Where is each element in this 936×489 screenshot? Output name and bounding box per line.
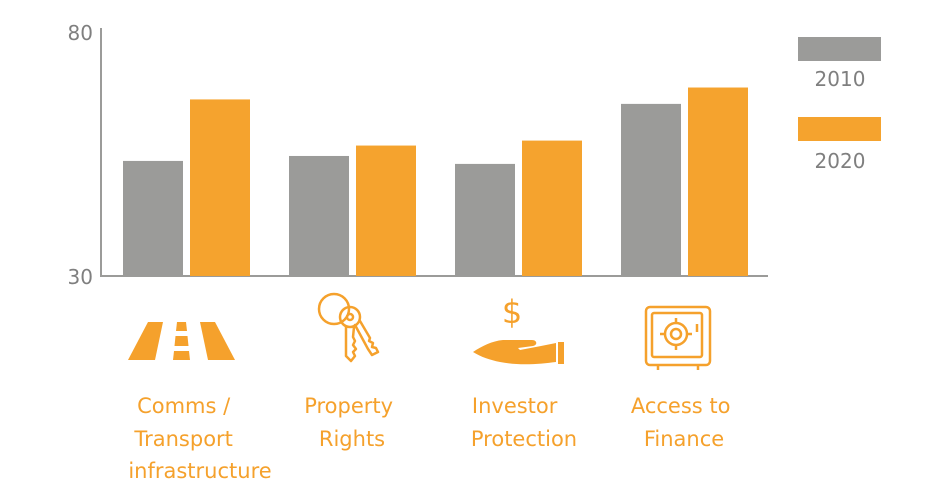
bar-2010-investor-protection (455, 163, 515, 276)
y-tick-label-max: 80 (68, 21, 93, 45)
legend: 2010 2020 (798, 37, 881, 173)
bar-2010-property-rights (289, 155, 349, 276)
bar-2020-investor-protection (522, 140, 582, 276)
bar-2020-access-to-finance (688, 87, 748, 277)
legend-swatch-2010 (798, 37, 881, 61)
category-label-property-rights: Property Rights (304, 394, 400, 451)
category-label-access-to-finance: Access to Finance (631, 394, 737, 451)
bars-group (123, 87, 748, 277)
bar-2010-access-to-finance (621, 103, 681, 276)
category-label-comms-transport: Comms / Transport infrastructure (128, 394, 271, 483)
y-tick-label-min: 30 (68, 265, 93, 289)
keys-icon (317, 292, 380, 363)
safe-icon (644, 305, 712, 370)
legend-label-2020: 2020 (815, 149, 866, 173)
bar-2020-comms-transport-infrastructure (190, 99, 250, 276)
road-icon (128, 322, 235, 360)
legend-label-2010: 2010 (815, 67, 866, 91)
hand-dollar-icon: $ (473, 293, 564, 365)
svg-text:$: $ (502, 293, 522, 331)
legend-swatch-2020 (798, 117, 881, 141)
category-label-investor-protection: Investor Protection (471, 394, 577, 451)
bar-2020-property-rights (356, 145, 416, 276)
bar-2010-comms-transport-infrastructure (123, 160, 183, 276)
